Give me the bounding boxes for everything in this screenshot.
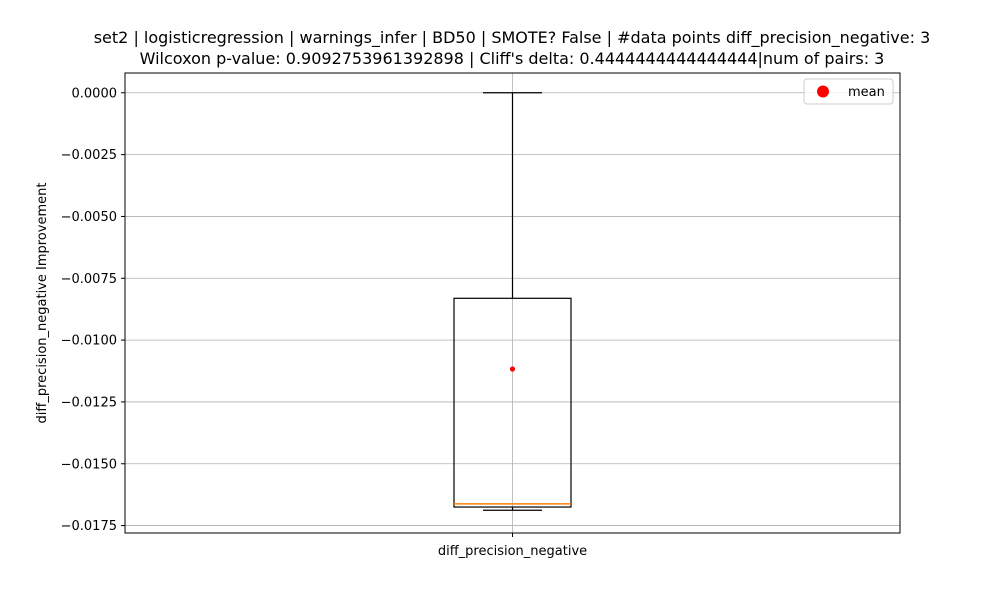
y-tick-label: −0.0150 (61, 457, 117, 472)
interquartile-box (453, 297, 572, 508)
y-axis-ticks: 0.0000 −0.0025 −0.0050 −0.0075 −0.0100 −0.012… (61, 86, 125, 534)
legend-mean-marker (817, 85, 829, 98)
y-tick-label: −0.0025 (61, 148, 117, 163)
y-tick-label: 0.0000 (72, 86, 118, 101)
chart-title-line-2: Wilcoxon p-value: 0.9092753961392898 | C… (140, 49, 885, 68)
legend-frame (803, 78, 894, 105)
legend: mean (803, 78, 894, 105)
y-tick-label: −0.0100 (61, 334, 117, 349)
y-tick-label: −0.0050 (61, 210, 117, 225)
y-tick-label: −0.0175 (61, 519, 117, 534)
legend-mean-label: mean (848, 85, 885, 100)
y-axis-label: diff_precision_negative Improvement (35, 183, 50, 424)
x-axis-ticks: diff_precision_negative (438, 533, 587, 559)
chart-title-line-1: set2 | logisticregression | warnings_inf… (94, 28, 931, 48)
y-tick-label: −0.0125 (61, 395, 117, 410)
grid-lines (125, 73, 900, 533)
x-tick-label: diff_precision_negative (438, 544, 587, 559)
y-tick-label: −0.0075 (61, 272, 117, 287)
box-element (453, 92, 572, 511)
mean-marker (509, 366, 516, 372)
